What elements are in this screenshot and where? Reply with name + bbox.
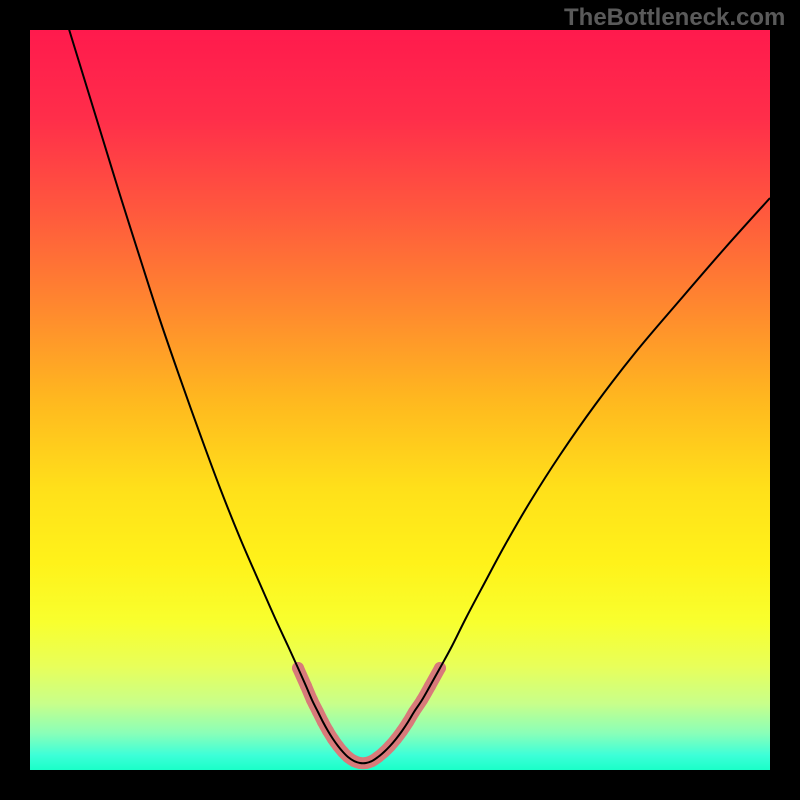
chart-container: TheBottleneck.com [0, 0, 800, 800]
watermark-text: TheBottleneck.com [564, 4, 785, 32]
plot-area [30, 30, 770, 770]
